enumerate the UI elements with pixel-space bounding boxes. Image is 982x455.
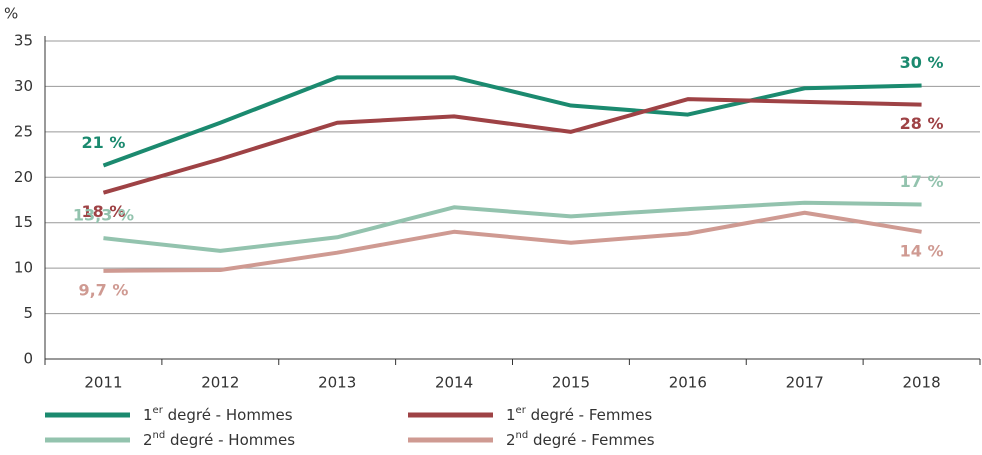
value-label: 30 %	[900, 53, 944, 72]
x-tick-label: 2012	[201, 374, 239, 392]
value-label: 13,3 %	[73, 206, 134, 225]
y-unit: %	[4, 5, 18, 23]
value-label: 9,7 %	[78, 280, 128, 299]
y-tick-label: 25	[14, 122, 33, 140]
y-tick-label: 5	[23, 304, 33, 322]
y-tick-label: 10	[14, 259, 33, 277]
series-line	[102, 75, 922, 168]
series-line	[102, 97, 922, 195]
x-tick-label: 2011	[84, 374, 122, 392]
x-tick-label: 2013	[318, 374, 356, 392]
legend-label: 2nd degré - Hommes	[143, 430, 295, 449]
y-tick-label: 35	[14, 32, 33, 50]
legend-label: 2nd degré - Femmes	[506, 430, 655, 449]
legend-label: 1er degré - Femmes	[506, 405, 652, 424]
value-label: 17 %	[900, 172, 944, 191]
y-tick-label: 20	[14, 168, 33, 186]
series-line	[103, 210, 922, 273]
value-label: 28 %	[900, 114, 944, 133]
y-tick-label: 15	[14, 213, 33, 231]
y-tick-label: 30	[14, 77, 33, 95]
value-label: 21 %	[82, 133, 126, 152]
x-tick-label: 2014	[435, 374, 473, 392]
x-tick-label: 2017	[786, 374, 824, 392]
y-tick-label: 0	[23, 350, 33, 368]
legend-label: 1er degré - Hommes	[143, 405, 293, 424]
x-tick-label: 2015	[552, 374, 590, 392]
x-tick-label: 2016	[669, 374, 707, 392]
x-tick-label: 2018	[902, 374, 940, 392]
value-label: 14 %	[900, 241, 944, 260]
value-label: 18 %	[82, 202, 126, 221]
series-line	[103, 200, 922, 253]
